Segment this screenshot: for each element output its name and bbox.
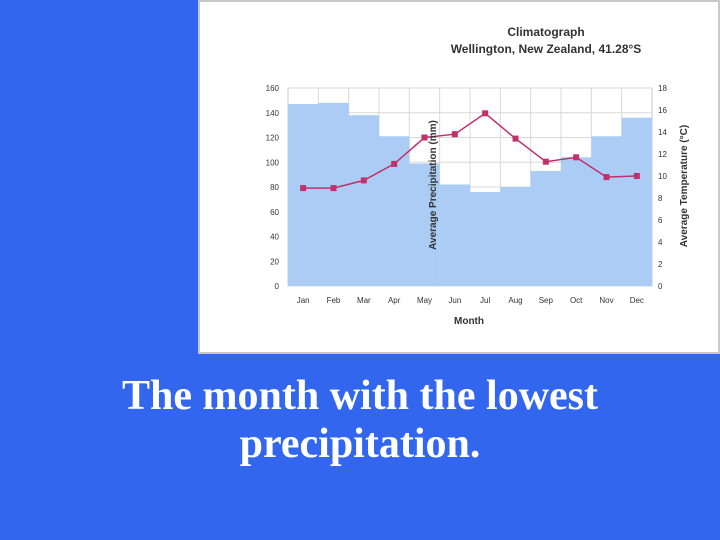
temperature-point [451, 131, 458, 138]
right-tick-label: 4 [658, 238, 663, 247]
precipitation-bar [470, 191, 501, 286]
month-tick-label: Sep [539, 296, 554, 305]
temperature-point [391, 160, 398, 167]
climatograph-card: 0 20 40 60 80 100 120 140 160 0 2 4 6 8 10 12 14 16 18 Jan F… [198, 0, 720, 354]
temperature-point [300, 185, 307, 192]
month-tick-label: May [417, 296, 432, 305]
precipitation-bar [530, 170, 561, 286]
left-tick-label: 160 [266, 84, 280, 93]
right-tick-label: 2 [658, 260, 663, 269]
right-tick-label: 16 [658, 106, 667, 115]
temperature-polyline [303, 112, 637, 189]
right-tick-label: 14 [658, 128, 667, 137]
month-tick-label: Jan [297, 296, 310, 305]
month-tick-label: Feb [327, 296, 341, 305]
left-tick-label: 0 [275, 282, 280, 291]
precipitation-bar [379, 136, 410, 286]
left-tick-label: 100 [266, 158, 280, 167]
x-axis-label: Month [454, 316, 484, 327]
month-tick-label: Aug [508, 296, 522, 305]
left-tick-label: 20 [270, 257, 279, 266]
month-tick-label: Nov [599, 296, 613, 305]
left-tick-label: 40 [270, 233, 279, 242]
temperature-point [573, 154, 580, 161]
right-tick-label: 18 [658, 84, 667, 93]
temperature-point [330, 185, 337, 192]
precipitation-bars [288, 102, 652, 287]
month-tick-label: Apr [388, 296, 401, 305]
month-tick-label: Jul [480, 296, 490, 305]
right-tick-label: 6 [658, 216, 663, 225]
month-tick-label: Jun [448, 296, 461, 305]
left-tick-label: 120 [266, 134, 280, 143]
tick-labels: 0 20 40 60 80 100 120 140 160 0 2 4 6 8 10 12 14 16 18 Jan F… [266, 84, 668, 305]
temperature-point [542, 158, 549, 165]
temperature-point [603, 174, 610, 181]
precipitation-bar [591, 136, 622, 286]
precipitation-bar [348, 115, 379, 286]
climatograph-chart: 0 20 40 60 80 100 120 140 160 0 2 4 6 8 10 12 14 16 18 Jan F… [266, 25, 690, 327]
precipitation-bar [561, 157, 592, 286]
right-tick-label: 10 [658, 172, 667, 181]
right-axis-label: Average Temperature (°C) [679, 125, 690, 247]
caption: The month with the lowest precipitation. [0, 372, 720, 468]
right-tick-label: 8 [658, 194, 663, 203]
caption-line-2: precipitation. [239, 421, 481, 467]
precipitation-bar [500, 187, 531, 286]
month-tick-label: Oct [570, 296, 583, 305]
left-tick-label: 60 [270, 208, 279, 217]
precipitation-bar [318, 102, 349, 286]
left-tick-label: 80 [270, 183, 279, 192]
precipitation-bar [621, 117, 652, 286]
chart-subtitle: Wellington, New Zealand, 41.28°S [451, 42, 642, 56]
precipitation-bar [439, 184, 470, 286]
temperature-point [482, 110, 489, 117]
left-axis-label: Average Precipitation (mm) [428, 120, 439, 250]
month-tick-label: Dec [630, 296, 644, 305]
right-tick-label: 0 [658, 282, 663, 291]
temperature-point [512, 135, 519, 142]
precipitation-bar [288, 104, 319, 287]
precipitation-bar [409, 163, 440, 286]
temperature-line [300, 110, 640, 192]
temperature-point [360, 177, 367, 184]
right-tick-label: 12 [658, 150, 667, 159]
temperature-point [421, 134, 428, 141]
caption-line-1: The month with the lowest [121, 373, 598, 419]
temperature-point [633, 173, 640, 179]
month-tick-label: Mar [357, 296, 371, 305]
chart-title: Climatograph [507, 25, 584, 39]
left-tick-label: 140 [266, 109, 280, 118]
